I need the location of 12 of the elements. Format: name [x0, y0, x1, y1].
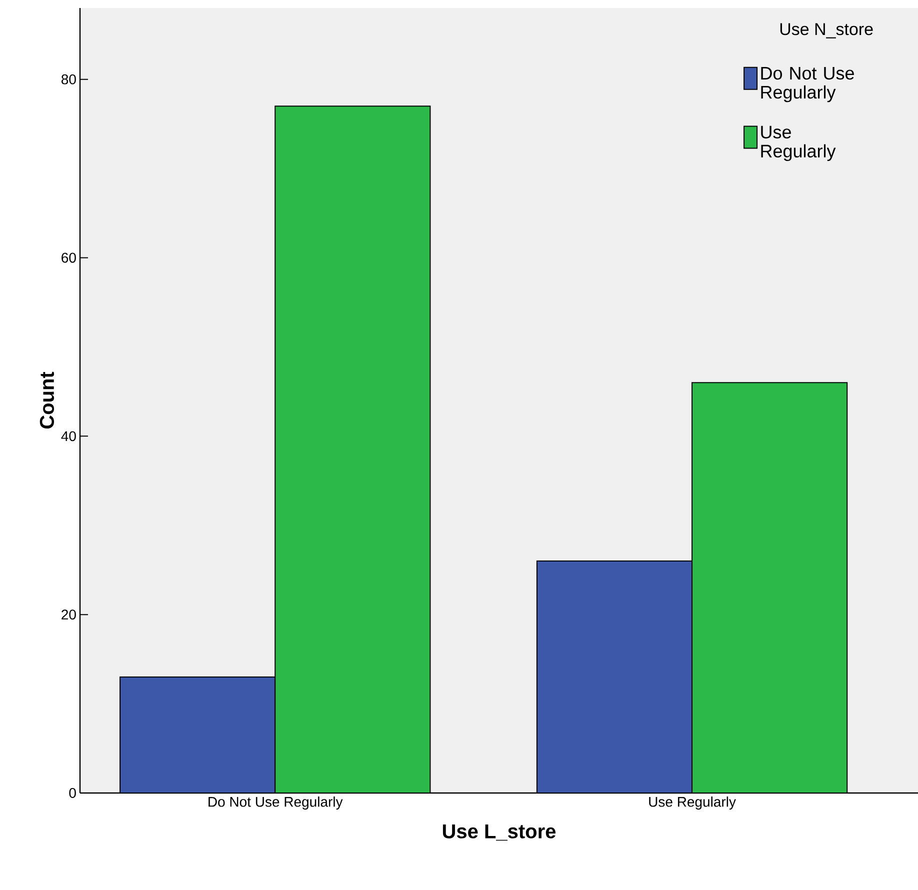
legend-label: Do Not Use Regularly	[761, 67, 854, 102]
legend-label: Use Regularly	[761, 126, 836, 162]
y-tick-label: 80	[62, 74, 76, 84]
y-tick-label: 20	[62, 610, 76, 620]
x-axis-title: Use L_store	[442, 824, 556, 841]
legend-title: Use N_store	[780, 23, 873, 38]
y-axis-title: Count	[40, 372, 54, 429]
bar	[692, 382, 848, 793]
bar	[274, 106, 431, 793]
y-tick-label: 60	[62, 252, 76, 263]
y-tick-label: 40	[61, 431, 76, 442]
y-tick-label: 0	[69, 788, 76, 798]
